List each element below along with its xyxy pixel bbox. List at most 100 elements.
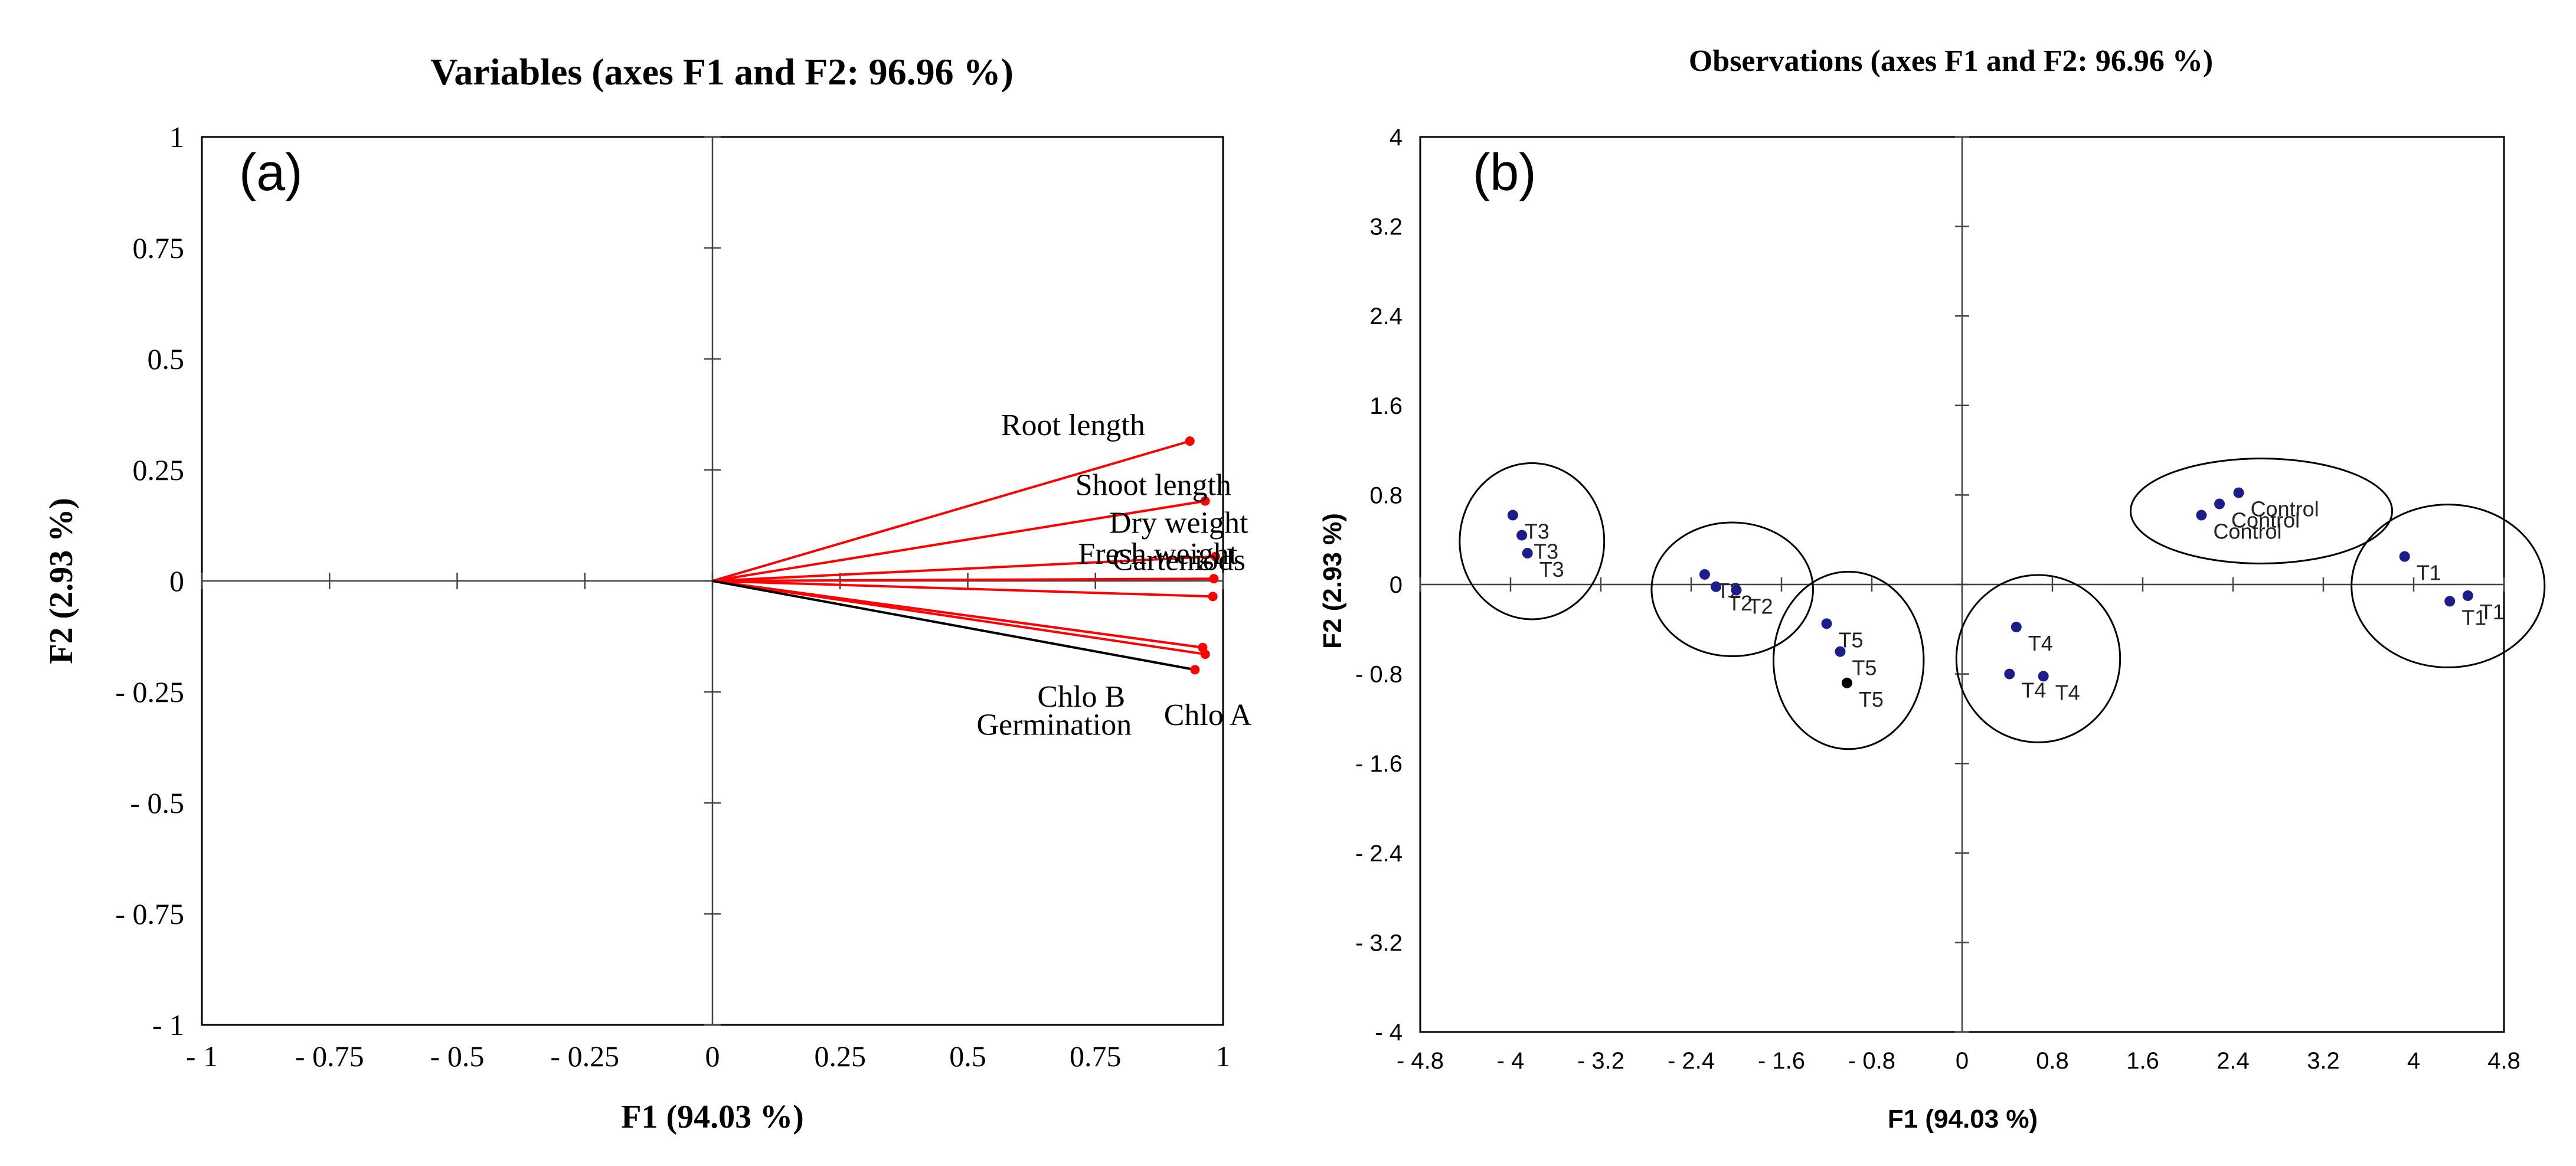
ellipse-t4 [1955,574,2121,743]
observations-y-tick-label: 0.8 [1369,482,1403,508]
vector-end-fresh-weight [1209,574,1219,584]
variables-panel-label: (a) [239,143,303,201]
variables-x-tick-label: 1 [1216,1040,1231,1073]
point-label-t1: T1 [2461,605,2486,629]
point-label-t4: T4 [2021,678,2046,703]
point-t1-3 [2462,590,2473,601]
vector-label-chlo-b: Chlo B [1037,680,1125,714]
observations-axes [1419,136,2505,1033]
point-t1-2 [2444,596,2456,607]
variables-y-tick-label: 1 [169,120,184,153]
variables-x-tick-label: - 1 [186,1040,218,1073]
observations-x-tick-label: - 1.6 [1758,1048,1805,1074]
variables-y-tick-label: 0.25 [133,453,185,486]
vector-carteniods [712,580,1213,598]
variables-x-tick-label: - 0.25 [550,1040,619,1073]
observations-x-tick-label: - 0.8 [1848,1048,1895,1074]
point-t2-2 [1711,581,1722,592]
point-t2-1 [1699,569,1710,580]
point-t5-1 [1821,618,1832,629]
vector-label-chlo-a: Chlo A [1164,698,1252,732]
point-t5-3 [1841,677,1852,688]
vector-end-root-length [1185,436,1195,446]
point-label-t1: T1 [2417,561,2441,585]
variables-x-tick-label: 0 [705,1040,720,1073]
vector-label-root-length: Root length [1001,409,1145,442]
observations-panel: Observations (axes F1 and F2: 96.96 %) (… [1318,44,2546,1134]
point-control-1 [2196,509,2207,521]
observations-y-tick-label: - 3.2 [1355,930,1403,956]
observations-x-tick-label: 4 [2407,1048,2420,1074]
observations-x-tick-label: 2.4 [2217,1048,2250,1074]
vector-label-carteniods: Carteniods [1113,543,1245,577]
observations-y-tick-label: - 4 [1375,1020,1403,1046]
vector-end-chlo-a [1200,649,1210,659]
variables-x-axis-label: F1 (94.03 %) [621,1099,804,1135]
point-t3-2 [1516,530,1528,541]
observations-x-tick-label: 1.6 [2126,1048,2159,1074]
observations-y-axis-label: F2 (2.93 %) [1318,513,1347,649]
point-control-3 [2233,487,2244,498]
point-label-t3: T3 [1534,540,1558,564]
variables-y-tick-label: 0 [169,564,184,597]
point-label-t2: T2 [1728,591,1753,615]
point-label-t3: T3 [1525,520,1549,544]
observations-y-tick-label: - 1.6 [1355,751,1403,777]
variables-x-tick-label: - 0.5 [430,1040,485,1073]
observations-y-tick-label: 0 [1390,572,1403,598]
point-label-t4: T4 [2055,680,2080,704]
point-label-t5: T5 [1852,656,1877,680]
point-label-control: Control [2231,508,2300,533]
variables-y-tick-label: 0.75 [133,231,185,264]
variables-x-tick-label: 0.25 [815,1040,867,1073]
point-t4-1 [2011,622,2022,633]
variables-y-tick-label: 0.5 [148,342,185,375]
vector-chlo-a [712,580,1206,656]
observations-x-tick-label: - 2.4 [1668,1048,1715,1074]
ellipse-t5 [1773,570,1925,750]
vector-end-shoot-length [1200,496,1210,506]
observations-x-tick-label: 3.2 [2307,1048,2340,1074]
observations-x-tick-label: 0.8 [2036,1048,2069,1074]
group-ellipses [1459,458,2546,750]
vector-root-length [712,440,1191,582]
variables-panel: Variables (axes F1 and F2: 96.96 %) (a) … [43,51,1252,1135]
observations-x-tick-label: - 3.2 [1577,1048,1624,1074]
vector-fresh-weight [712,577,1214,582]
observations-panel-label: (b) [1473,143,1537,201]
variables-x-tick-label: - 0.75 [295,1040,364,1073]
observations-chart-title: Observations (axes F1 and F2: 96.96 %) [1689,44,2213,78]
variables-y-tick-label: - 0.25 [115,675,184,708]
observations-y-tick-labels: 4 3.2 2.4 1.6 0.8 0 - 0.8 - 1.6 - 2.4 - 3.2 - 4 [1355,125,1403,1046]
observations-y-tick-label: 3.2 [1369,214,1403,240]
vector-shoot-length [712,499,1206,582]
point-t4-3 [2038,671,2049,682]
point-t3-1 [1507,509,1518,521]
point-t1-1 [2399,551,2410,562]
ellipse-control [2129,458,2394,565]
ellipse-t2 [1650,521,1815,657]
point-label-t3: T3 [1539,557,1564,582]
point-label-control: Control [2213,520,2281,544]
variables-x-tick-labels: - 1 - 0.75 - 0.5 - 0.25 0 0.25 0.5 0.75 1 [186,1040,1231,1073]
point-t2-3 [1731,584,1742,596]
vector-germination [712,580,1195,671]
observations-y-tick-label: 1.6 [1369,393,1403,419]
observations-x-axis-label: F1 (94.03 %) [1888,1105,2038,1134]
vector-label-dry-weight: Dry weight [1109,507,1248,540]
observations-y-tick-label: - 2.4 [1355,841,1403,867]
point-label-t2: T2 [1748,594,1773,618]
variables-chart-title: Variables (axes F1 and F2: 96.96 %) [430,51,1014,93]
point-label-t5: T5 [1859,687,1884,711]
variables-y-tick-label: - 0.5 [130,786,184,819]
vector-label-fresh-weight: Fresh weight [1078,537,1238,571]
observations-y-tick-label: 2.4 [1369,303,1403,329]
variables-x-tick-label: 0.5 [949,1040,986,1073]
variables-y-axis-label: F2 (2.93 %) [43,498,80,664]
observations-x-tick-label: 4.8 [2487,1048,2521,1074]
vector-end-dry-weight [1211,551,1221,561]
vector-dry-weight [712,555,1216,582]
